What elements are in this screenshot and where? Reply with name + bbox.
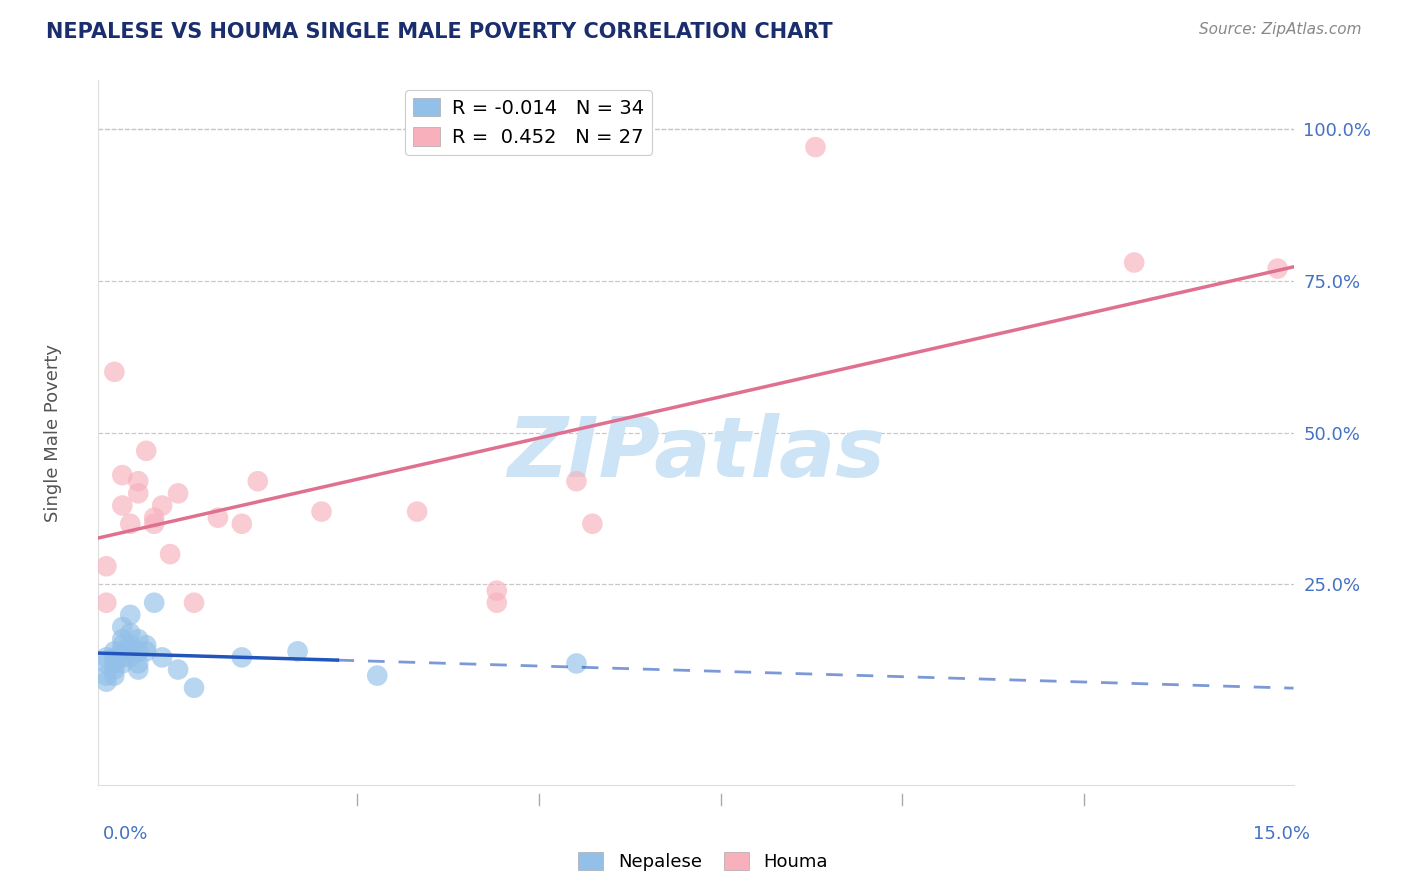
- Point: [111, 468, 134, 483]
- Point: [159, 547, 181, 561]
- Point: [96, 674, 118, 689]
- Point: [127, 663, 149, 677]
- Point: [120, 607, 142, 622]
- Point: [127, 474, 149, 488]
- Point: [127, 657, 149, 671]
- Point: [96, 668, 118, 682]
- Point: [103, 663, 125, 677]
- Point: [231, 650, 253, 665]
- Point: [143, 510, 166, 524]
- Point: [111, 638, 134, 652]
- Text: ZIPatlas: ZIPatlas: [508, 413, 884, 494]
- Point: [183, 596, 205, 610]
- Point: [1123, 255, 1146, 269]
- Point: [103, 668, 125, 682]
- Point: [581, 516, 603, 531]
- Point: [111, 632, 134, 647]
- Point: [103, 644, 125, 658]
- Point: [96, 596, 118, 610]
- Point: [120, 638, 142, 652]
- Point: [311, 505, 333, 519]
- Point: [111, 644, 134, 658]
- Point: [111, 620, 134, 634]
- Point: [135, 644, 157, 658]
- Point: [246, 474, 269, 488]
- Point: [135, 443, 157, 458]
- Text: 0.0%: 0.0%: [103, 825, 148, 843]
- Point: [565, 657, 588, 671]
- Text: Single Male Poverty: Single Male Poverty: [44, 343, 62, 522]
- Text: 15.0%: 15.0%: [1253, 825, 1310, 843]
- Point: [135, 638, 157, 652]
- Point: [111, 499, 134, 513]
- Point: [804, 140, 827, 154]
- Point: [103, 650, 125, 665]
- Point: [120, 644, 142, 658]
- Point: [103, 657, 125, 671]
- Point: [485, 596, 508, 610]
- Point: [120, 626, 142, 640]
- Point: [127, 632, 149, 647]
- Point: [167, 486, 190, 500]
- Point: [406, 505, 429, 519]
- Point: [207, 510, 229, 524]
- Point: [96, 650, 118, 665]
- Point: [150, 499, 173, 513]
- Point: [183, 681, 205, 695]
- Point: [96, 559, 118, 574]
- Point: [127, 486, 149, 500]
- Legend: R = -0.014   N = 34, R =  0.452   N = 27: R = -0.014 N = 34, R = 0.452 N = 27: [405, 90, 652, 155]
- Point: [150, 650, 173, 665]
- Point: [103, 365, 125, 379]
- Point: [127, 644, 149, 658]
- Point: [167, 663, 190, 677]
- Point: [1267, 261, 1289, 276]
- Point: [565, 474, 588, 488]
- Point: [120, 650, 142, 665]
- Text: Source: ZipAtlas.com: Source: ZipAtlas.com: [1198, 22, 1361, 37]
- Point: [111, 650, 134, 665]
- Point: [111, 657, 134, 671]
- Point: [143, 596, 166, 610]
- Point: [366, 668, 388, 682]
- Point: [485, 583, 508, 598]
- Point: [143, 516, 166, 531]
- Point: [120, 516, 142, 531]
- Legend: Nepalese, Houma: Nepalese, Houma: [571, 846, 835, 879]
- Point: [287, 644, 309, 658]
- Point: [231, 516, 253, 531]
- Text: NEPALESE VS HOUMA SINGLE MALE POVERTY CORRELATION CHART: NEPALESE VS HOUMA SINGLE MALE POVERTY CO…: [46, 22, 832, 42]
- Point: [96, 657, 118, 671]
